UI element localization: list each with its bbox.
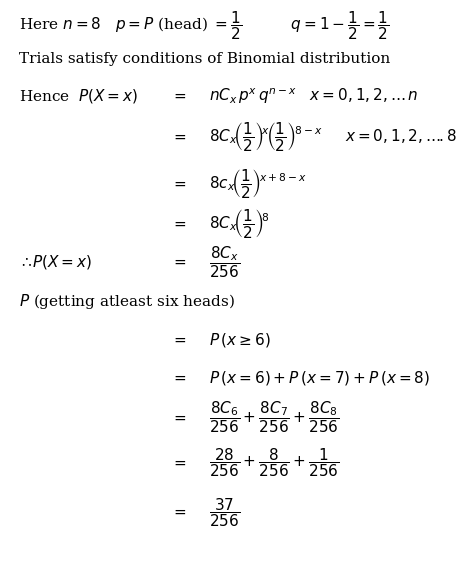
Text: $=$: $=$ (171, 333, 187, 346)
Text: $=$: $=$ (171, 177, 187, 191)
Text: $P\,(x \geq 6)$: $P\,(x \geq 6)$ (209, 331, 270, 349)
Text: $8c_x\!\left(\dfrac{1}{2}\right)^{\!x+8-x}$: $8c_x\!\left(\dfrac{1}{2}\right)^{\!x+8-… (209, 168, 307, 200)
Text: $=$: $=$ (171, 456, 187, 470)
Text: Trials satisfy conditions of Binomial distribution: Trials satisfy conditions of Binomial di… (19, 53, 390, 66)
Text: $=$: $=$ (171, 371, 187, 385)
Text: $nC_x\, p^x\, q^{n-x}$   $x = 0, 1, 2, \ldots\, n$: $nC_x\, p^x\, q^{n-x}$ $x = 0, 1, 2, \ld… (209, 87, 418, 106)
Text: $=$: $=$ (171, 89, 187, 103)
Text: $8C_x\!\left(\dfrac{1}{2}\right)^{\!8}$: $8C_x\!\left(\dfrac{1}{2}\right)^{\!8}$ (209, 207, 269, 240)
Text: Here $n=8$   $p = P$ (head) $=\dfrac{1}{2}$          $q = 1 - \dfrac{1}{2} = \df: Here $n=8$ $p = P$ (head) $=\dfrac{1}{2}… (19, 9, 390, 42)
Text: $=$: $=$ (171, 411, 187, 424)
Text: $P\,(x = 6) + P\,(x = 7) + P\,(x = 8)$: $P\,(x = 6) + P\,(x = 7) + P\,(x = 8)$ (209, 369, 430, 387)
Text: $8C_x\!\left(\dfrac{1}{2}\right)^{\!x}\!\left(\dfrac{1}{2}\right)^{\!8-x}$     $: $8C_x\!\left(\dfrac{1}{2}\right)^{\!x}\!… (209, 121, 456, 153)
Text: $\dfrac{28}{256} + \dfrac{8}{256} + \dfrac{1}{256}$: $\dfrac{28}{256} + \dfrac{8}{256} + \dfr… (209, 447, 339, 479)
Text: $\dfrac{8C_x}{256}$: $\dfrac{8C_x}{256}$ (209, 245, 240, 280)
Text: $\therefore\!P(X = x)$: $\therefore\!P(X = x)$ (19, 253, 92, 271)
Text: $=$: $=$ (171, 255, 187, 269)
Text: $P$ (getting atleast six heads): $P$ (getting atleast six heads) (19, 291, 235, 311)
Text: $=$: $=$ (171, 217, 187, 230)
Text: Hence  $P(X = x)$: Hence $P(X = x)$ (19, 87, 138, 105)
Text: $\dfrac{37}{256}$: $\dfrac{37}{256}$ (209, 496, 240, 529)
Text: $=$: $=$ (171, 130, 187, 144)
Text: $=$: $=$ (171, 505, 187, 519)
Text: $\dfrac{8C_6}{256} + \dfrac{8C_7}{256} + \dfrac{8C_8}{256}$: $\dfrac{8C_6}{256} + \dfrac{8C_7}{256} +… (209, 400, 339, 435)
